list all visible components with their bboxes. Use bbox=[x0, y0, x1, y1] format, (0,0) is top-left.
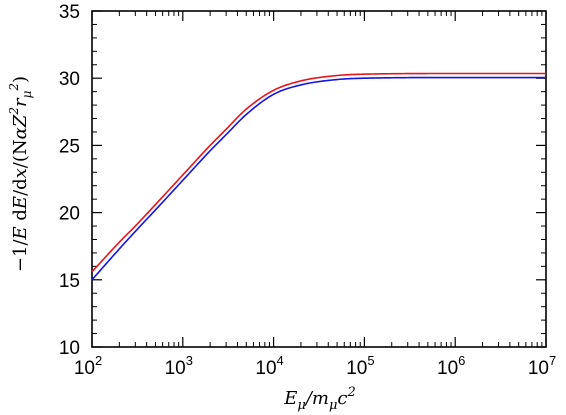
y-tick-label: 10 bbox=[59, 338, 80, 359]
x-axis-label: Eμ/mμc2 bbox=[283, 385, 356, 413]
y-tick-label: 15 bbox=[59, 271, 80, 292]
y-tick-label: 20 bbox=[59, 204, 80, 225]
x-tick-label: 105 bbox=[346, 353, 374, 379]
plot-frame bbox=[91, 10, 547, 348]
series-line-2 bbox=[91, 76, 546, 281]
y-tick-label: 30 bbox=[59, 69, 80, 90]
y-tick-label: 35 bbox=[59, 2, 80, 23]
x-tick-label: 104 bbox=[255, 353, 283, 379]
x-tick-label: 107 bbox=[528, 353, 556, 379]
axis-ticks bbox=[91, 10, 547, 348]
y-axis-label: −1/E dE/dx/(NαZ2rμ2) bbox=[7, 76, 34, 272]
x-tick-label: 103 bbox=[165, 353, 193, 379]
x-tick-label: 106 bbox=[437, 353, 465, 379]
tick-labels: 102 103 104 105 106 107 10 15 20 25 30 35 bbox=[59, 2, 556, 379]
series-line-1 bbox=[91, 72, 546, 273]
series-layer bbox=[91, 72, 546, 281]
y-tick-label: 25 bbox=[59, 136, 80, 157]
x-tick-label: 102 bbox=[74, 353, 102, 379]
